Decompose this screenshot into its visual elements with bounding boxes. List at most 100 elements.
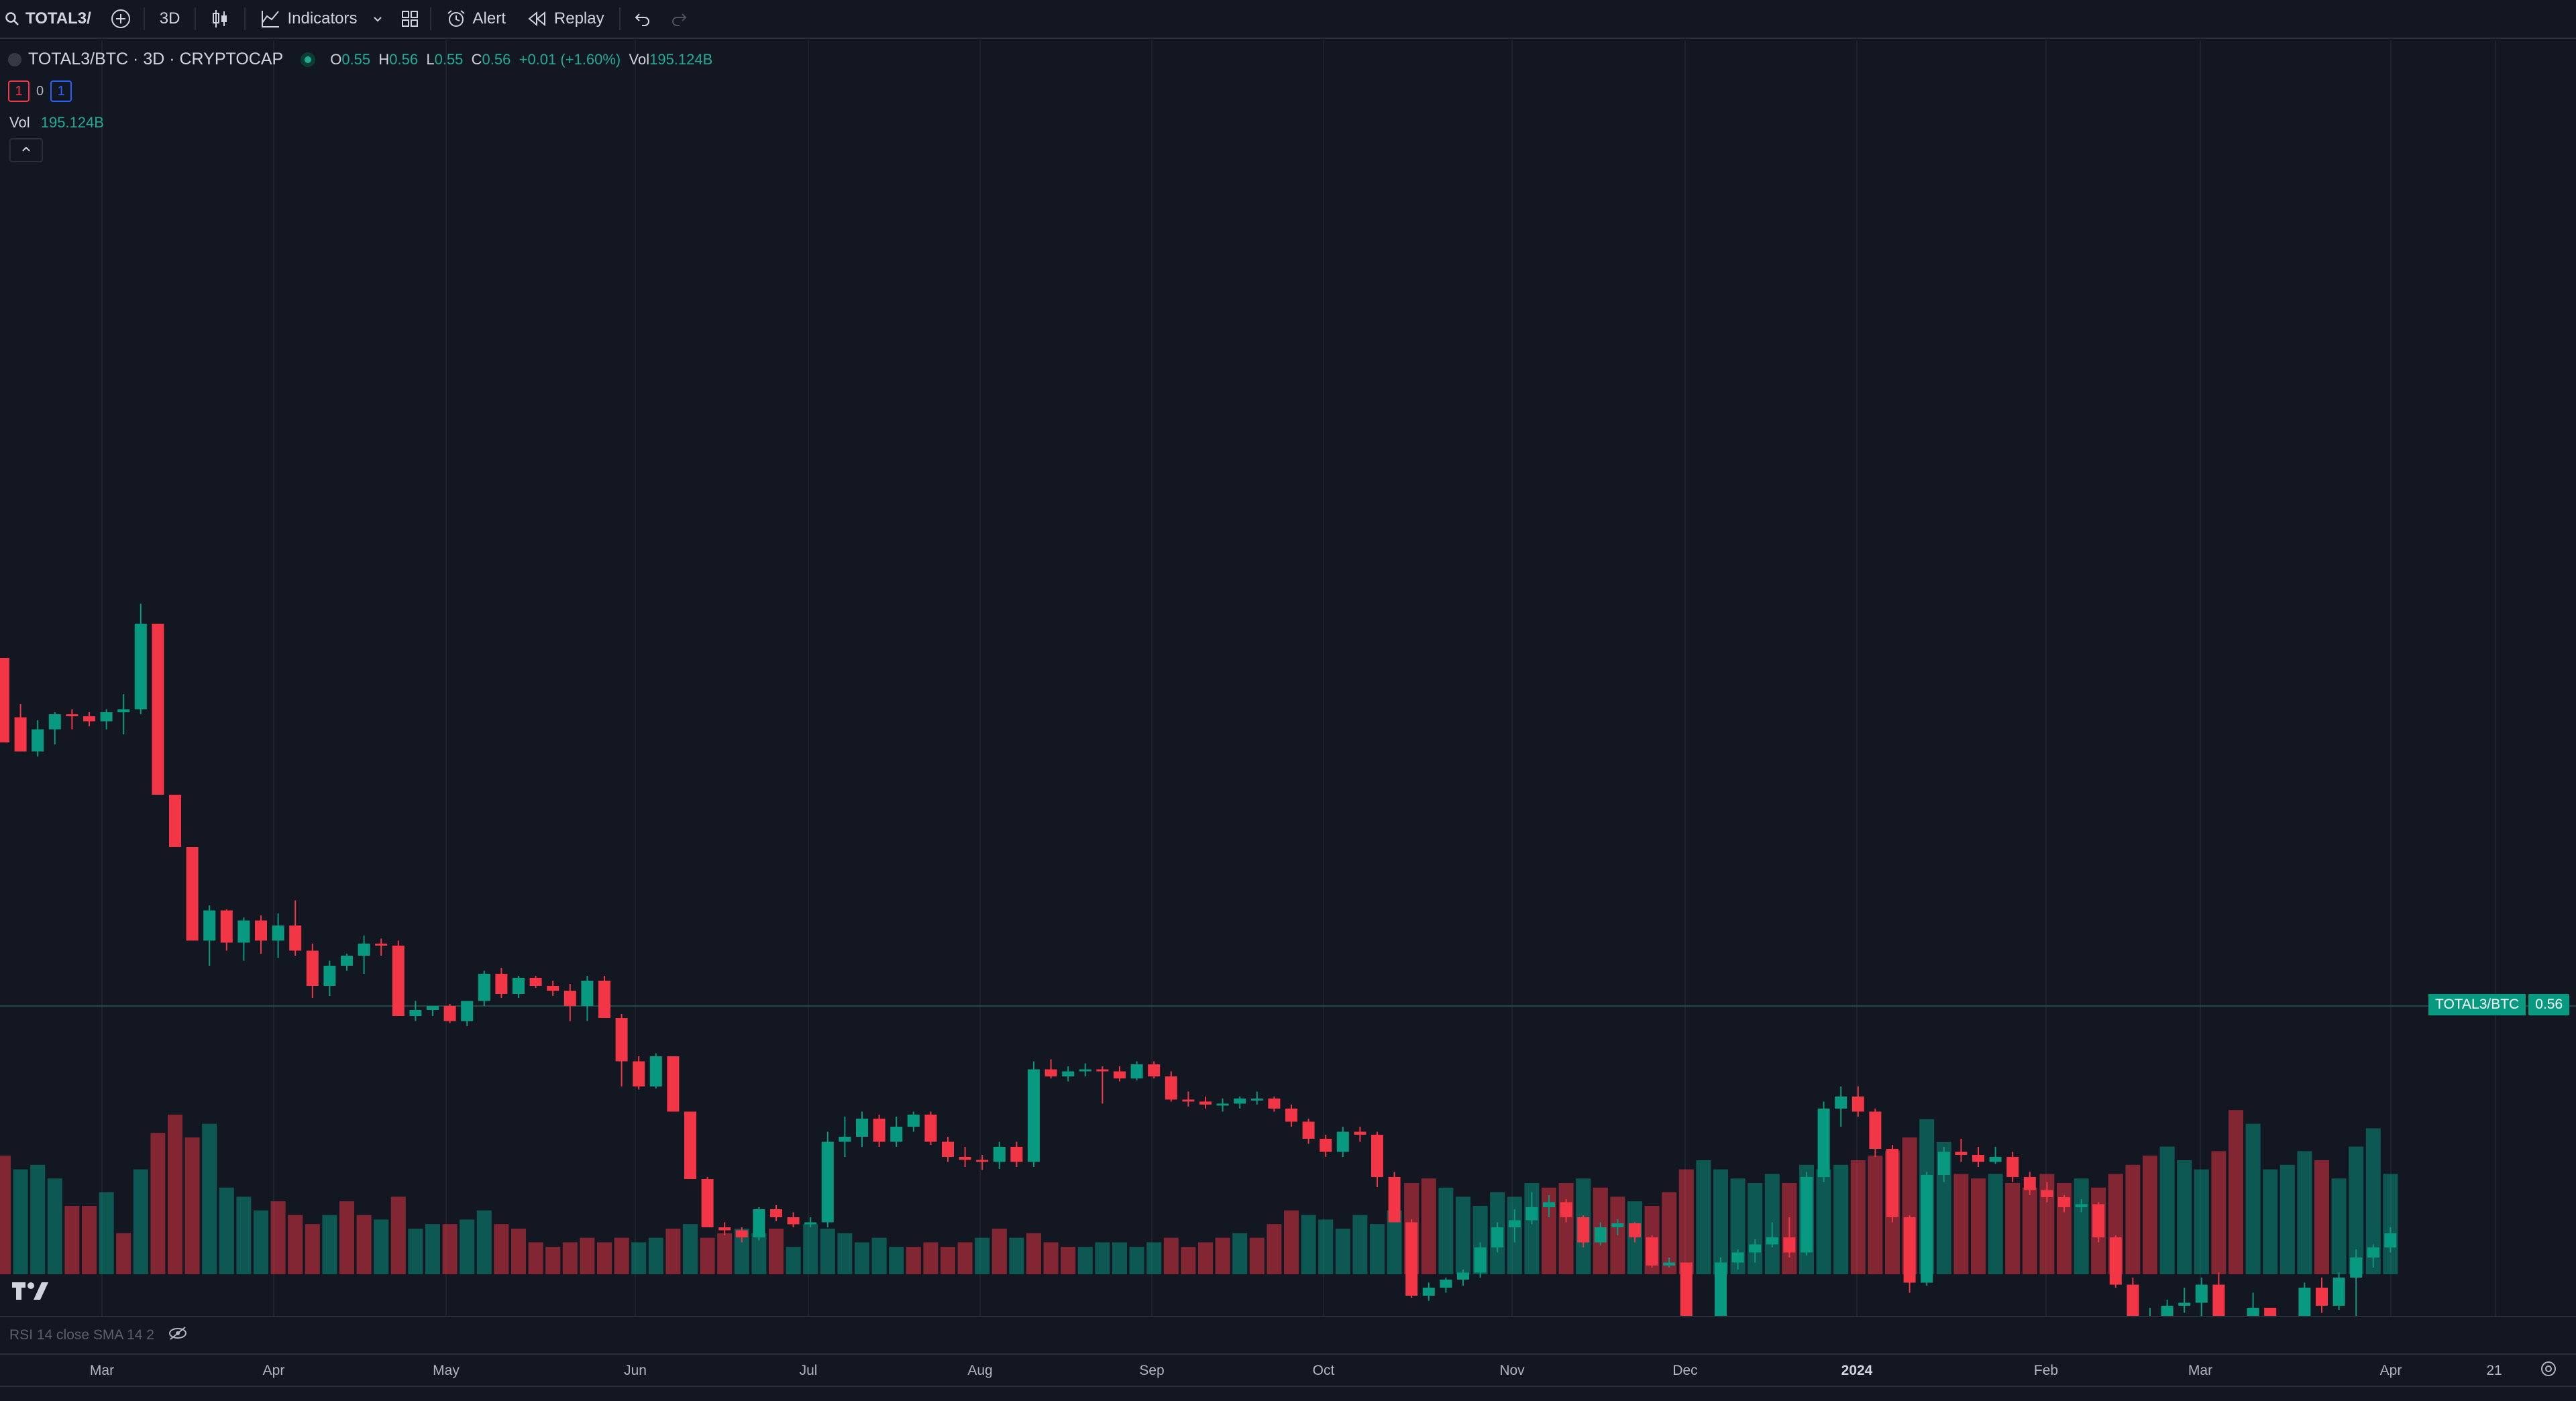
candle-body xyxy=(1302,1121,1315,1139)
volume-bar xyxy=(184,1137,200,1274)
candle-body xyxy=(461,1001,474,1021)
high-label: H xyxy=(378,50,390,68)
volume-bar xyxy=(13,1169,28,1274)
candle xyxy=(1216,1099,1229,1112)
rsi-label: RSI 14 close SMA 14 2 xyxy=(9,1327,154,1343)
candle xyxy=(976,1155,989,1170)
candle-body xyxy=(1320,1139,1332,1152)
candle-body xyxy=(1766,1237,1778,1245)
undo-button[interactable] xyxy=(625,0,661,38)
candles xyxy=(0,604,2397,1316)
alert-button[interactable]: Alert xyxy=(435,0,517,38)
volume-bar xyxy=(2039,1174,2055,1274)
candle xyxy=(804,1217,817,1227)
candle-body xyxy=(409,1010,422,1016)
volume-bar xyxy=(64,1206,80,1274)
candle-body xyxy=(2006,1157,2019,1177)
candle xyxy=(1250,1091,1263,1105)
candle xyxy=(667,1056,680,1112)
volume-bar xyxy=(528,1242,543,1274)
candle xyxy=(2178,1288,2191,1313)
candle xyxy=(735,1227,748,1243)
candle xyxy=(770,1205,782,1221)
redo-button[interactable] xyxy=(661,0,697,38)
volume-bar xyxy=(1610,1196,1625,1274)
symbol-search-button[interactable]: TOTAL3/ xyxy=(0,0,102,38)
candle xyxy=(2092,1202,2105,1243)
candle-body xyxy=(770,1209,782,1217)
candle-body xyxy=(701,1179,714,1227)
volume-bar xyxy=(390,1196,406,1274)
candle-body xyxy=(993,1147,1006,1162)
volume-bar xyxy=(460,1219,475,1274)
volume-bar xyxy=(1816,1169,1831,1274)
candle-body xyxy=(1096,1069,1109,1072)
candle-body xyxy=(1715,1262,1727,1316)
candle-body xyxy=(289,926,302,951)
volume-bar xyxy=(202,1123,217,1274)
volume-bar xyxy=(2314,1160,2329,1274)
blue-counter[interactable]: 1 xyxy=(50,80,72,102)
compare-symbol-button[interactable] xyxy=(102,0,140,38)
candle xyxy=(1320,1135,1332,1157)
volume-bar xyxy=(442,1224,458,1274)
candle xyxy=(598,976,610,1018)
price-tag-value: 0.56 xyxy=(2528,994,2570,1015)
close-value: 0.56 xyxy=(482,50,511,68)
chart-legend: TOTAL3/BTC · 3D · CRYPTOCAP O0.55 H0.56 … xyxy=(8,50,712,69)
collapse-legend-button[interactable] xyxy=(9,138,43,162)
candle xyxy=(1405,1219,1418,1298)
tradingview-logo-icon[interactable] xyxy=(11,1280,50,1306)
time-axis-label: Jun xyxy=(624,1363,647,1378)
candle-body xyxy=(443,1006,456,1021)
candle-body xyxy=(1629,1223,1641,1237)
candle xyxy=(2316,1278,2328,1313)
divider xyxy=(143,7,145,30)
candle-body xyxy=(1525,1207,1538,1221)
indicators-button[interactable]: Indicators xyxy=(250,0,393,38)
eye-off-icon[interactable] xyxy=(168,1326,188,1345)
candle xyxy=(152,624,164,795)
volume-bar xyxy=(1095,1242,1110,1274)
replay-button[interactable]: Replay xyxy=(517,0,615,38)
candle-body xyxy=(804,1222,817,1225)
candle xyxy=(427,1006,439,1016)
candle-body xyxy=(2264,1308,2277,1316)
volume-bar xyxy=(1936,1141,1951,1274)
candle-body xyxy=(2161,1306,2174,1316)
candle xyxy=(1148,1061,1161,1078)
red-counter[interactable]: 1 xyxy=(8,80,30,102)
time-axis[interactable]: Mar Apr May Jun Jul Aug Sep Oct Nov Dec 2024 Feb Mar… xyxy=(0,1353,2576,1386)
candle-body xyxy=(1234,1099,1246,1104)
symbol-title[interactable]: TOTAL3/BTC · 3D · CRYPTOCAP xyxy=(28,50,284,68)
rsi-pane-collapsed[interactable]: RSI 14 close SMA 14 2 xyxy=(0,1316,2576,1353)
candle xyxy=(2195,1278,2208,1316)
volume-bar xyxy=(1387,1210,1402,1274)
volume-label: Vol xyxy=(9,114,30,131)
volume-bar xyxy=(1953,1174,1969,1274)
candle-body xyxy=(2212,1284,2225,1316)
price-chart[interactable] xyxy=(0,40,2576,1316)
time-axis-label: Apr xyxy=(2379,1363,2402,1378)
chart-type-button[interactable] xyxy=(200,0,240,38)
candle xyxy=(1491,1222,1504,1253)
candle-body xyxy=(1543,1202,1555,1207)
volume-bar xyxy=(1696,1160,1711,1274)
interval-button[interactable]: 3D xyxy=(159,9,180,27)
volume-bar xyxy=(2229,1110,2243,1274)
undo-icon xyxy=(634,11,651,26)
candle-body xyxy=(1336,1131,1349,1152)
candle-body xyxy=(1182,1099,1195,1102)
volume-bar xyxy=(1077,1247,1093,1274)
candle xyxy=(1525,1192,1538,1225)
volume-bar xyxy=(1232,1233,1248,1274)
settings-gear-icon[interactable] xyxy=(2538,1359,2559,1382)
volume-bar xyxy=(1284,1210,1299,1274)
volume-bar xyxy=(47,1178,62,1274)
layout-templates-button[interactable] xyxy=(394,0,426,38)
candle-body xyxy=(272,926,284,941)
candle-body xyxy=(1955,1152,1968,1155)
volume-bar xyxy=(1421,1178,1436,1274)
market-status-icon[interactable] xyxy=(301,52,316,67)
candle-body xyxy=(1937,1152,1950,1175)
